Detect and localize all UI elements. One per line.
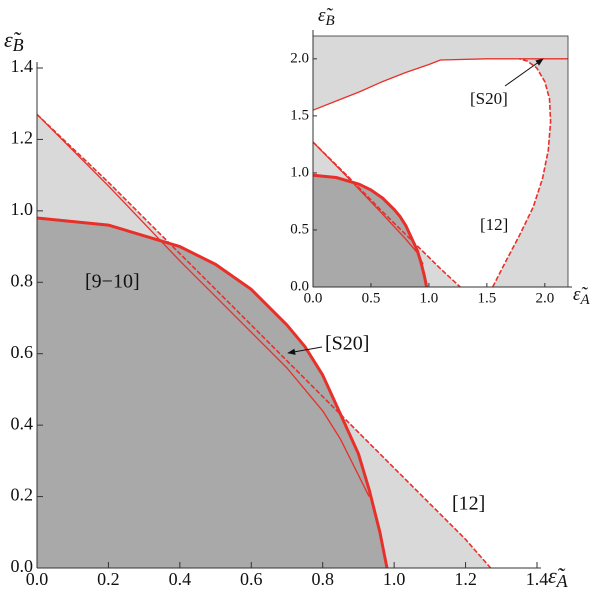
y-tick-label: 1.0 bbox=[290, 164, 309, 180]
x-tick-label: 0.0 bbox=[26, 569, 49, 589]
inner-region bbox=[313, 175, 427, 287]
y-tick-label: 0.5 bbox=[290, 221, 309, 237]
x-tick-label: 1.0 bbox=[383, 569, 406, 589]
series-line bbox=[36, 216, 389, 569]
curve-label: [S20] bbox=[470, 89, 508, 108]
y-tick-label: 0.0 bbox=[290, 278, 309, 294]
y-tick-label: 1.2 bbox=[11, 128, 34, 148]
label-arrow bbox=[287, 346, 323, 355]
series-line bbox=[36, 113, 370, 497]
x-tick-label: 1.0 bbox=[420, 290, 439, 306]
curve-label: [9−10] bbox=[85, 271, 140, 293]
series-line bbox=[491, 58, 552, 288]
y-tick-label: 1.4 bbox=[11, 56, 34, 76]
open-region bbox=[313, 58, 551, 287]
x-tick-label: 1.2 bbox=[454, 569, 477, 589]
curve-label: [12] bbox=[452, 493, 485, 515]
y-tick-label: 1.5 bbox=[290, 107, 309, 123]
series-line bbox=[312, 141, 461, 288]
y-tick-label: 0.6 bbox=[11, 342, 34, 362]
axis-subscript: A bbox=[556, 571, 569, 591]
axis-label: ε̃B bbox=[318, 5, 335, 29]
y-tick-label: 0.8 bbox=[11, 270, 34, 290]
axis-label: ε̃A bbox=[573, 284, 591, 308]
y-tick-label: 1.0 bbox=[11, 199, 34, 219]
chart-panel: [S20] [12] 0.0 0.5 1.0 1.5 2.0 0.0 0.5 1.0 1.5 2.0 ε… bbox=[290, 5, 590, 308]
x-tick-label: 2.0 bbox=[535, 290, 554, 306]
x-tick-label: 0.4 bbox=[169, 569, 192, 589]
inner-region bbox=[37, 218, 387, 568]
series-line bbox=[36, 113, 492, 569]
axis-subscript: A bbox=[580, 292, 591, 308]
x-tick-label: 0.6 bbox=[240, 569, 263, 589]
axis-subscript: B bbox=[13, 35, 24, 55]
series-line bbox=[312, 58, 568, 111]
x-tick-label: 0.2 bbox=[97, 569, 120, 589]
series-line bbox=[312, 173, 429, 288]
label-arrow bbox=[504, 58, 544, 87]
y-tick-label: 0.4 bbox=[11, 413, 34, 433]
x-tick-label: 1.5 bbox=[477, 290, 496, 306]
curve-label: [12] bbox=[480, 215, 508, 234]
x-tick-label: 0.0 bbox=[304, 290, 323, 306]
y-tick-label: 0.0 bbox=[11, 556, 34, 576]
axis-subscript: B bbox=[326, 13, 335, 29]
series-line bbox=[312, 141, 424, 265]
x-tick-label: 1.4 bbox=[526, 569, 549, 589]
axis-label: ε̃A bbox=[548, 563, 569, 591]
y-tick-label: 0.2 bbox=[11, 485, 34, 505]
x-tick-label: 0.5 bbox=[362, 290, 381, 306]
y-tick-label: 2.0 bbox=[290, 50, 309, 66]
axis-label: ε̃B bbox=[4, 27, 24, 55]
curve-label: [S20] bbox=[325, 333, 369, 355]
x-tick-label: 0.8 bbox=[311, 569, 334, 589]
